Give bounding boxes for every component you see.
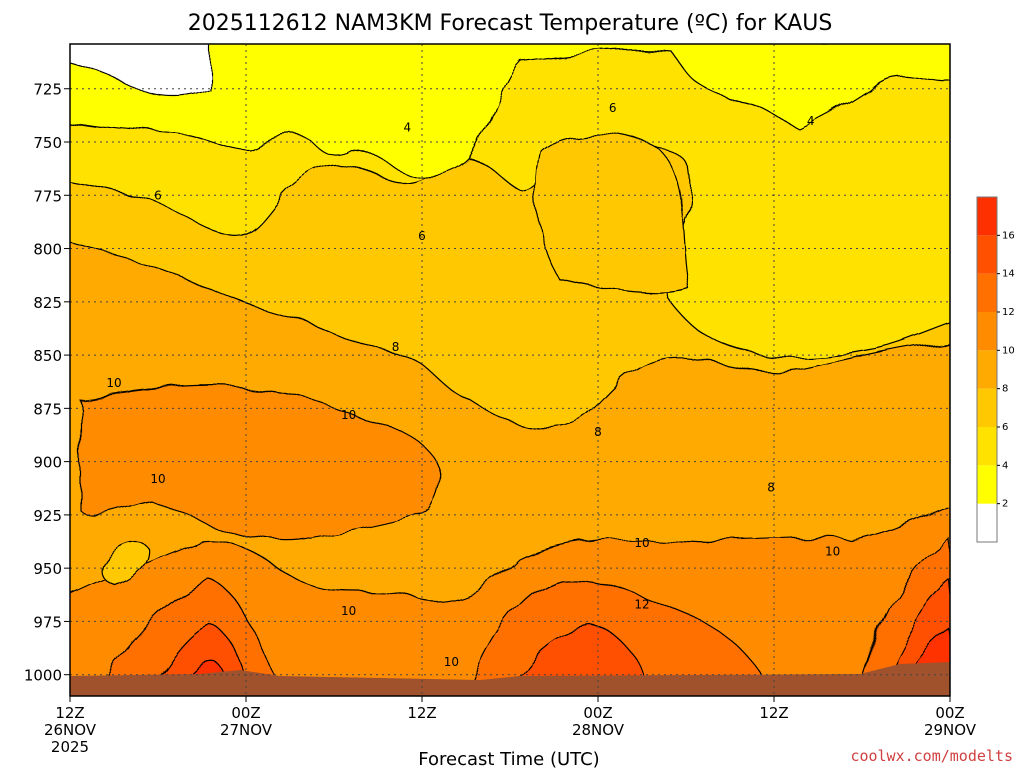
y-tick-label-900: 900 (33, 454, 62, 472)
fill-10-12 (79, 386, 441, 542)
contour-label-3: 6 (154, 189, 162, 203)
colorbar-label-2: 2 (1002, 499, 1008, 510)
y-tick-label-825: 825 (33, 294, 62, 312)
x-tick-label-24-1: 12Z (407, 704, 436, 722)
fill-6-8-pocket (100, 541, 149, 586)
y-tick-label-775: 775 (33, 187, 62, 205)
colorbar-label-4: 4 (1002, 460, 1008, 471)
contour-label-0: 4 (404, 120, 412, 134)
y-tick-label-875: 875 (33, 400, 62, 418)
colorbar-swatch-6 (977, 273, 997, 312)
x-tick-label-48-1: 12Z (759, 704, 788, 722)
y-tick-label-925: 925 (33, 507, 62, 525)
temperature-fields (70, 44, 950, 696)
plot-area: 4 4 6 6 6 8 8 8 10 10 10 10 10 10 10 12 (70, 44, 950, 696)
fill-below-2 (70, 44, 211, 99)
colorbar-frame (976, 196, 998, 543)
y-tick-label-725: 725 (33, 81, 62, 99)
colorbar-label-6: 6 (1002, 422, 1008, 433)
credit-text: coolwx.com/modelts (850, 747, 1013, 765)
x-tick-label-0-3: 2025 (51, 738, 89, 756)
colorbar-swatch-4 (977, 350, 997, 389)
contour-label-10: 10 (150, 472, 165, 486)
y-axis: 725 750 775 800 825 850 875 900 925 950 975 1000 (24, 81, 70, 685)
ground-terrain (70, 662, 950, 696)
contour-label-2: 6 (609, 101, 617, 115)
contour-label-11: 10 (634, 536, 649, 550)
contour-label-12: 10 (825, 544, 840, 558)
contour-label-13: 10 (341, 604, 356, 618)
colorbar-label-16: 16 (1002, 230, 1015, 241)
colorbar-swatch-0 (977, 503, 997, 542)
y-tick-label-950: 950 (33, 560, 62, 578)
fill-6-8-patch (535, 132, 691, 295)
x-tick-label-36-1: 00Z (583, 704, 612, 722)
y-tick-label-975: 975 (33, 613, 62, 631)
contour-label-7: 8 (767, 480, 775, 494)
x-tick-label-12-1: 00Z (231, 704, 260, 722)
colorbar-swatch-5 (977, 312, 997, 351)
y-tick-label-1000: 1000 (24, 667, 62, 685)
contour-labels: 4 4 6 6 6 8 8 8 10 10 10 10 10 10 10 12 (106, 101, 840, 669)
colorbar-swatch-2 (977, 427, 997, 466)
colorbar-swatch-8 (977, 197, 997, 236)
x-tick-label-36-2: 28NOV (572, 721, 625, 739)
colorbar-swatch-3 (977, 388, 997, 427)
contour-label-1: 4 (807, 114, 815, 128)
fill-2-4 (70, 44, 950, 178)
contour-label-4: 6 (418, 229, 426, 243)
contour-label-14: 10 (444, 655, 459, 669)
colorbar-swatch-7 (977, 235, 997, 274)
x-tick-label-0-1: 12Z (55, 704, 84, 722)
y-tick-label-850: 850 (33, 347, 62, 365)
fill-12-14 (98, 539, 950, 696)
contour-label-9: 10 (341, 408, 356, 422)
plot-frame (69, 43, 951, 697)
y-tick-label-750: 750 (33, 134, 62, 152)
contour-label-15: 12 (634, 598, 649, 612)
gridlines (70, 44, 950, 696)
x-tick-label-60-1: 00Z (935, 704, 964, 722)
contour-label-6: 8 (594, 425, 602, 439)
chart-title: 2025112612 NAM3KM Forecast Temperature (… (188, 11, 833, 36)
x-tick-label-0-2: 26NOV (44, 721, 97, 739)
contour-label-5: 8 (392, 340, 400, 354)
x-tick-label-60-2: 29NOV (924, 721, 977, 739)
contour-label-8: 10 (106, 376, 121, 390)
x-axis-title: Forecast Time (UTC) (418, 749, 599, 768)
colorbar-label-8: 8 (1002, 384, 1008, 395)
y-tick-label-800: 800 (33, 241, 62, 259)
colorbar-label-10: 10 (1002, 345, 1015, 356)
colorbar-swatch-1 (977, 465, 997, 504)
colorbar: 2 4 6 8 10 12 14 16 (976, 196, 1015, 543)
colorbar-label-12: 12 (1002, 307, 1015, 318)
colorbar-label-14: 14 (1002, 269, 1015, 280)
x-tick-label-12-2: 27NOV (220, 721, 273, 739)
